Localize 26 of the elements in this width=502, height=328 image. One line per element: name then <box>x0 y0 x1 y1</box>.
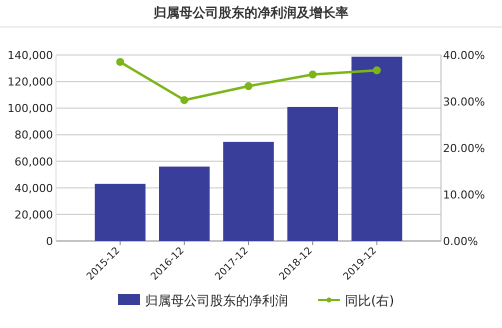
bar <box>223 142 274 241</box>
bar <box>94 184 146 241</box>
y-tick-label: 120,000 <box>8 76 53 89</box>
point <box>372 66 381 74</box>
y-tick-label: 100,000 <box>8 102 53 116</box>
y-tick-label: 60,000 <box>14 155 53 168</box>
y-tick-label: 0 <box>46 235 53 248</box>
legend-label: 归属母公司股东的净利润 <box>145 294 288 309</box>
chart-title: 归属母公司股东的净利润及增长率 <box>152 5 348 21</box>
bar <box>351 56 402 241</box>
y2-tick-label: 10.00% <box>443 188 485 202</box>
point <box>244 82 252 90</box>
y2-tick-label: 0.00% <box>443 235 478 248</box>
y-tick-label: 80,000 <box>14 128 53 142</box>
y2-tick-label: 40.00% <box>443 49 485 62</box>
y2-tick-label: 20.00% <box>443 142 485 155</box>
y-tick-label: 40,000 <box>14 182 53 195</box>
bar <box>287 106 338 241</box>
point <box>180 96 188 104</box>
y-tick-label: 20,000 <box>14 208 53 222</box>
point <box>308 70 317 79</box>
point <box>116 58 124 66</box>
y-tick-label: 140,000 <box>8 49 53 62</box>
y2-tick-label: 30.00% <box>443 96 485 108</box>
legend-label: 同比(右) <box>345 294 394 309</box>
bar <box>158 166 210 241</box>
